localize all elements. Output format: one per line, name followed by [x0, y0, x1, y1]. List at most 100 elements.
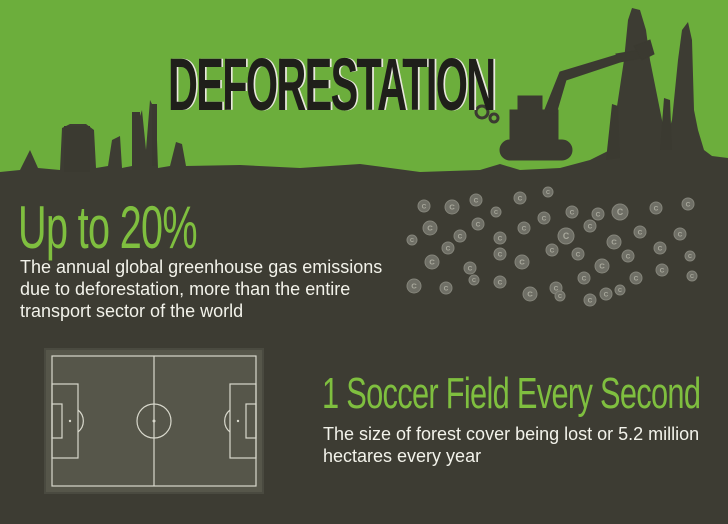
carbon-coin-icon [629, 271, 643, 285]
carbon-coin-icon [653, 241, 667, 255]
carbon-coin-icon [545, 243, 559, 257]
carbon-coin-symbol: C [617, 207, 624, 217]
carbon-coin-icon [684, 250, 696, 262]
carbon-coin-icon [599, 287, 613, 301]
carbon-coin-symbol: C [546, 190, 550, 196]
carbon-coin-icon [554, 290, 566, 302]
excavator-illustration [474, 39, 655, 161]
carbon-coin-icon [565, 205, 579, 219]
page-title: DEFORESTATION [168, 43, 496, 126]
carbon-coin-icons: C C C C C C C C C C C C C C C C C C C C C C C C C C C C C C C C C C C C C C C C… [406, 186, 698, 307]
carbon-coin-icon [493, 247, 507, 261]
carbon-coin-symbol: C [563, 231, 570, 241]
carbon-coin-icon [542, 186, 554, 198]
carbon-coin-symbol: C [476, 221, 481, 228]
carbon-coin-icon [557, 227, 575, 245]
carbon-coin-symbol: C [588, 297, 593, 304]
carbon-coin-icon [673, 227, 687, 241]
carbon-coin-icon [681, 197, 695, 211]
carbon-coin-symbol: C [686, 201, 691, 208]
carbon-coin-icon [514, 254, 530, 270]
carbon-coin-symbol: C [498, 235, 503, 242]
carbon-coin-symbol: C [446, 245, 451, 252]
soccer-field-description: The size of forest cover being lost or 5… [323, 424, 700, 466]
carbon-coin-symbol: C [654, 205, 659, 212]
carbon-coin-symbol: C [474, 197, 479, 204]
carbon-coin-symbol: C [588, 223, 593, 230]
carbon-coin-icon [444, 199, 460, 215]
carbon-coin-icon [493, 231, 507, 245]
carbon-coin-icon [490, 206, 502, 218]
carbon-coin-icon [517, 221, 531, 235]
carbon-coin-icon [468, 274, 480, 286]
carbon-coin-symbol: C [604, 291, 609, 298]
carbon-coin-icon [614, 284, 626, 296]
carbon-coin-icon [571, 247, 585, 261]
carbon-coin-icon [417, 199, 431, 213]
carbon-coin-symbol: C [494, 210, 498, 216]
carbon-coin-icon [583, 219, 597, 233]
carbon-coin-symbol: C [570, 209, 575, 216]
carbon-coin-symbol: C [444, 285, 449, 292]
carbon-coin-icon [453, 229, 467, 243]
center-spot [152, 419, 156, 423]
carbon-coin-symbol: C [638, 229, 643, 236]
carbon-coin-icon [493, 275, 507, 289]
carbon-coin-symbol: C [611, 238, 617, 247]
carbon-coin-icon [611, 203, 629, 221]
right-penalty-spot [236, 419, 240, 423]
carbon-coin-icon [591, 207, 605, 221]
soccer-field-diagram [44, 348, 264, 494]
carbon-coin-symbol: C [527, 290, 533, 299]
carbon-coin-symbol: C [518, 195, 523, 202]
carbon-coin-icon [633, 225, 647, 239]
carbon-coin-symbol: C [554, 285, 559, 292]
carbon-coin-icon [406, 278, 422, 294]
carbon-coin-icon [422, 220, 438, 236]
carbon-coin-symbol: C [658, 245, 663, 252]
carbon-coin-icon [463, 261, 477, 275]
carbon-coin-icon [583, 293, 597, 307]
carbon-coin-icon [594, 258, 610, 274]
carbon-coin-symbol: C [422, 203, 427, 210]
carbon-coin-symbol: C [634, 275, 639, 282]
carbon-coin-icon [621, 249, 635, 263]
carbon-coin-icon [522, 286, 538, 302]
carbon-coin-symbol: C [582, 275, 587, 282]
carbon-coin-symbol: C [519, 258, 525, 267]
carbon-coin-symbol: C [542, 215, 547, 222]
carbon-coin-symbol: C [429, 258, 435, 267]
carbon-coin-symbol: C [522, 225, 527, 232]
soccer-field-title: 1 Soccer Field Every Second [322, 369, 701, 418]
carbon-coin-symbol: C [678, 231, 683, 238]
carbon-coin-icon [513, 191, 527, 205]
carbon-coin-symbol: C [558, 294, 562, 300]
carbon-coin-icon [469, 193, 483, 207]
carbon-coin-icon [471, 217, 485, 231]
carbon-coin-symbol: C [472, 278, 476, 284]
carbon-coin-symbol: C [411, 282, 417, 291]
carbon-coin-icon [439, 281, 453, 295]
carbon-coin-symbol: C [626, 253, 631, 260]
left-penalty-spot [68, 419, 72, 423]
tree-stumps-silhouette [64, 98, 672, 172]
carbon-coin-icon [577, 271, 591, 285]
carbon-coin-icon [424, 254, 440, 270]
carbon-coin-icon [655, 263, 669, 277]
carbon-coin-symbol: C [618, 288, 622, 294]
carbon-coin-icon [649, 201, 663, 215]
carbon-coin-symbol: C [498, 251, 503, 258]
carbon-coin-icon [537, 211, 551, 225]
carbon-coin-icon [606, 234, 622, 250]
carbon-coin-symbol: C [410, 238, 414, 244]
carbon-coin-symbol: C [449, 203, 455, 212]
carbon-coin-symbol: C [599, 262, 605, 271]
carbon-coin-symbol: C [690, 274, 694, 280]
carbon-coin-icon [406, 234, 418, 246]
carbon-coin-symbol: C [688, 254, 692, 260]
carbon-coin-symbol: C [498, 279, 503, 286]
carbon-coin-symbol: C [576, 251, 581, 258]
carbon-coin-symbol: C [468, 265, 473, 272]
carbon-coin-icon [686, 270, 698, 282]
